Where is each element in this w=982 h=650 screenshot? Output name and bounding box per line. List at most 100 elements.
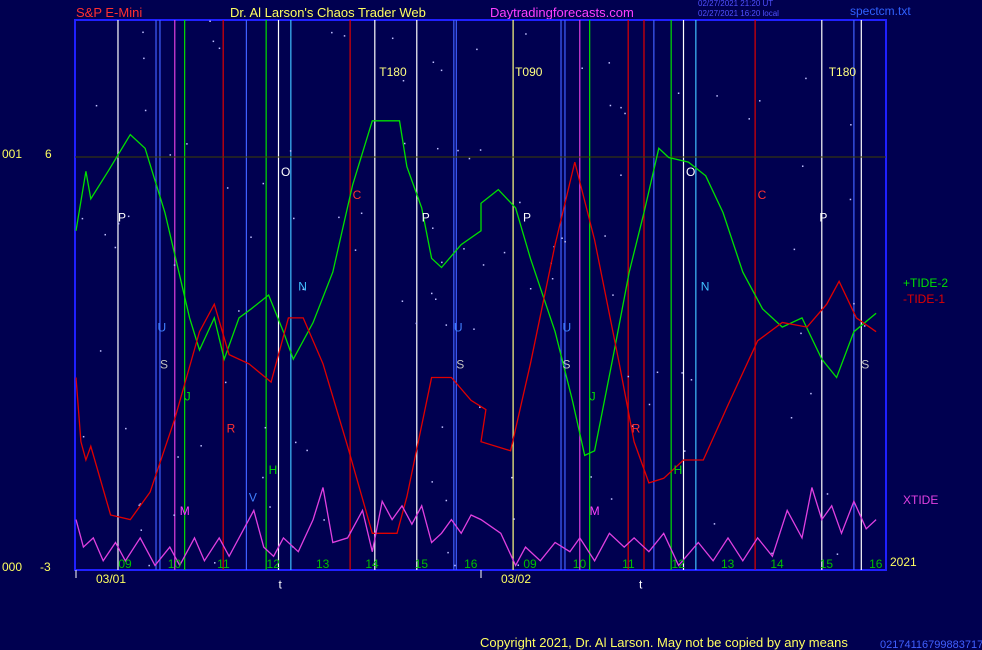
grid-dot xyxy=(114,246,117,249)
hour-tick-label: 12 xyxy=(672,557,686,571)
cycle-letter-19: M xyxy=(590,504,600,518)
turn-marker-1: T090 xyxy=(515,65,543,79)
grid-dot xyxy=(656,371,659,374)
instrument-title: S&P E-Mini xyxy=(76,5,143,20)
grid-dot xyxy=(479,149,482,151)
grid-dot xyxy=(360,212,363,215)
grid-dot xyxy=(681,372,683,374)
vertical-cycle-lines xyxy=(117,20,862,570)
cycle-letter-9: N xyxy=(298,279,307,293)
grid-dot xyxy=(289,150,292,152)
grid-dot xyxy=(610,498,613,500)
grid-dot xyxy=(104,233,106,236)
hour-tick-label: 11 xyxy=(217,557,230,571)
grid-dot xyxy=(173,264,176,266)
turn-marker-2: T180 xyxy=(829,65,857,79)
day-label: 03/01 xyxy=(96,572,126,586)
cycle-letter-3: J xyxy=(185,389,191,403)
grid-dot xyxy=(401,300,404,302)
grid-dot xyxy=(463,248,465,250)
grid-dot xyxy=(293,217,295,220)
grid-dot xyxy=(561,237,563,239)
grid-dot xyxy=(331,31,333,34)
grid-dot xyxy=(173,514,175,516)
grid-dot xyxy=(323,519,325,521)
grid-dot xyxy=(609,104,612,107)
cycle-letter-8: O xyxy=(281,165,290,179)
cycle-letter-18: J xyxy=(590,389,596,403)
hour-tick-label: 15 xyxy=(820,557,834,571)
grid-dot xyxy=(476,48,478,51)
hour-tick-label: 13 xyxy=(316,557,330,571)
series-line-tide2 xyxy=(75,120,877,457)
grid-dot xyxy=(264,426,267,429)
grid-dot xyxy=(440,69,443,72)
cycle-letter-14: S xyxy=(456,357,464,371)
legend-entry: XTIDE xyxy=(903,493,938,507)
grid-dot xyxy=(620,174,622,176)
cycle-letter-12: P xyxy=(422,211,430,225)
series-line-xtide xyxy=(75,487,877,567)
grid-dot xyxy=(793,248,796,251)
grid-dot xyxy=(454,564,456,567)
cycle-letter-11: C xyxy=(353,188,362,202)
grid-dot xyxy=(214,562,216,564)
grid-dot xyxy=(759,100,761,102)
hour-tick-label: 14 xyxy=(770,557,784,571)
cycle-letter-0: P xyxy=(118,211,126,225)
grid-dot xyxy=(269,506,271,508)
site-title: Dr. Al Larson's Chaos Trader Web xyxy=(230,5,426,20)
turn-markers: T180 T090 T180 xyxy=(379,65,856,79)
grid-dot xyxy=(224,381,227,384)
grid-dot xyxy=(836,553,839,555)
cycle-letter-22: O xyxy=(686,165,695,179)
grid-dot xyxy=(677,92,680,95)
cycle-letter-7: H xyxy=(269,463,278,477)
grid-dot xyxy=(631,425,634,427)
cycle-letter-20: R xyxy=(632,422,641,436)
cycle-letter-10: t xyxy=(279,577,283,591)
grid-dot xyxy=(218,47,221,50)
grid-dot xyxy=(457,149,459,152)
file-name: spectcm.txt xyxy=(850,4,911,18)
grid-dot xyxy=(801,165,804,167)
grid-dot xyxy=(139,503,142,505)
grid-dot xyxy=(445,499,448,502)
grid-dot xyxy=(186,143,188,145)
grid-dot xyxy=(354,249,357,251)
copyright-text: Copyright 2021, Dr. Al Larson. May not b… xyxy=(480,635,848,650)
site-url[interactable]: Daytradingforecasts.com xyxy=(490,5,634,20)
cycle-letter-2: S xyxy=(160,357,168,371)
grid-dot xyxy=(138,504,140,507)
grid-dot xyxy=(445,324,448,326)
grid-dot xyxy=(306,449,308,452)
grid-dot xyxy=(473,328,475,330)
grid-dot xyxy=(810,392,812,395)
grid-dot xyxy=(125,427,127,430)
grid-dot xyxy=(262,182,265,185)
grid-dot xyxy=(148,564,150,567)
grid-dot xyxy=(432,61,435,63)
grid-dot xyxy=(441,261,443,264)
grid-dot xyxy=(853,302,855,305)
grid-dot xyxy=(402,79,405,82)
grid-dot xyxy=(713,523,716,525)
series-line-tide1 xyxy=(75,161,877,534)
grid-dot xyxy=(143,57,145,60)
grid-dot xyxy=(519,201,521,204)
grid-dot xyxy=(612,294,614,296)
y-bottom-value-label: -3 xyxy=(40,560,51,574)
grid-dot xyxy=(849,198,852,201)
grid-dot xyxy=(805,77,807,80)
hour-tick-label: 09 xyxy=(523,557,537,571)
cycle-letter-26: P xyxy=(819,211,827,225)
grid-dot xyxy=(511,476,513,479)
grid-dot xyxy=(447,551,449,554)
cycle-letter-5: R xyxy=(227,422,236,436)
hour-tick-label: 16 xyxy=(464,557,478,571)
grid-dot xyxy=(436,147,439,150)
grid-dot xyxy=(238,310,240,312)
